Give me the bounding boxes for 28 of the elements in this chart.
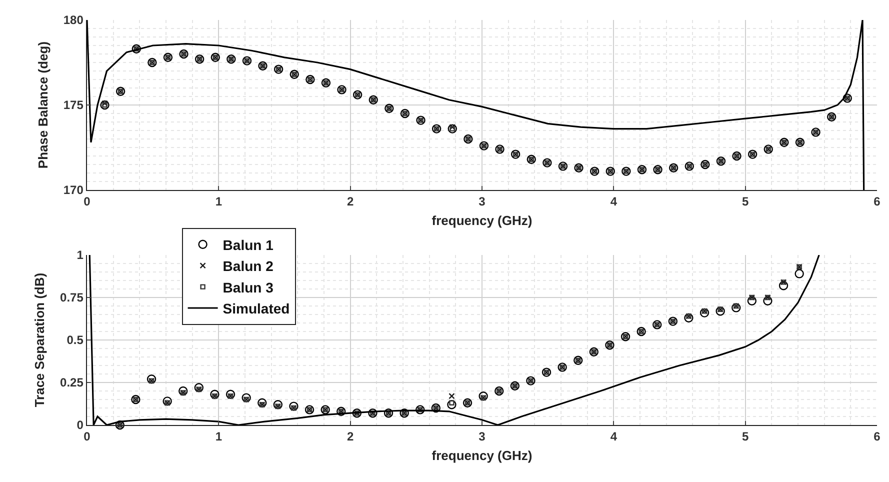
x-tick-label: 2 xyxy=(346,194,354,209)
x-axis-title: frequency (GHz) xyxy=(432,448,532,464)
y-tick-label: 170 xyxy=(63,183,84,198)
x-tick-label: 4 xyxy=(610,430,618,444)
x-tick-label: 2 xyxy=(346,430,354,444)
x-tick-label: 5 xyxy=(742,194,749,209)
x-tick-label: 4 xyxy=(610,194,618,209)
legend-label: Balun 2 xyxy=(222,258,274,274)
x-tick-label: 3 xyxy=(478,430,486,444)
y-tick-label: 0.25 xyxy=(60,376,84,390)
y-axis-title: Trace Separation (dB) xyxy=(32,272,48,408)
x-tick-label: 1 xyxy=(215,194,222,209)
legend-label: Balun 3 xyxy=(222,279,274,296)
y-tick-label: 0.5 xyxy=(66,333,84,348)
x-axis-title: frequency (GHz) xyxy=(432,213,532,228)
y-tick-label: 0 xyxy=(76,418,84,432)
x-tick-label: 6 xyxy=(874,430,881,444)
legend-label: Simulated xyxy=(222,300,290,316)
x-tick-label: 3 xyxy=(478,194,486,209)
x-tick-label: 6 xyxy=(874,194,881,209)
x-tick-label: 5 xyxy=(742,430,749,444)
x-tick-label: 1 xyxy=(215,430,222,444)
y-tick-label: 175 xyxy=(63,98,84,112)
legend-label: Balun 1 xyxy=(222,236,274,253)
y-tick-label: 1 xyxy=(76,248,84,262)
y-tick-label: 180 xyxy=(63,13,84,28)
y-axis-title: Phase Balance (deg) xyxy=(35,41,50,169)
y-tick-label: 0.75 xyxy=(60,290,84,305)
